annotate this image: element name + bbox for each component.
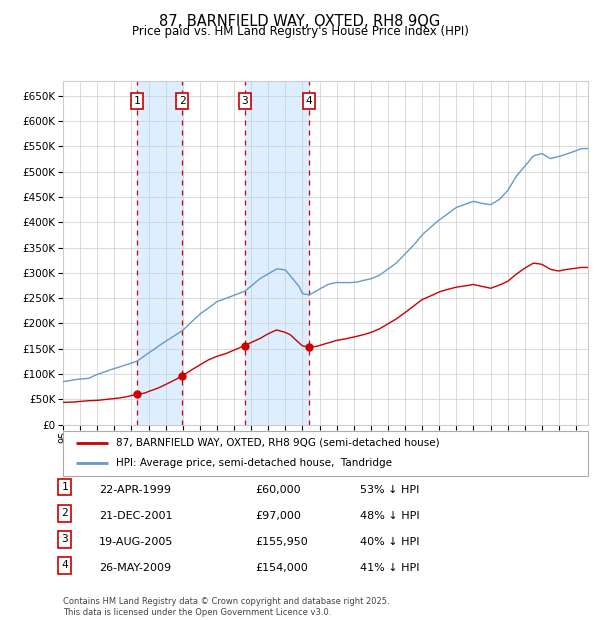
Text: 21-DEC-2001: 21-DEC-2001 bbox=[99, 511, 173, 521]
Text: 4: 4 bbox=[61, 560, 68, 570]
Text: 41% ↓ HPI: 41% ↓ HPI bbox=[360, 563, 419, 573]
FancyBboxPatch shape bbox=[63, 431, 588, 476]
Text: 2: 2 bbox=[179, 96, 185, 106]
Text: Price paid vs. HM Land Registry's House Price Index (HPI): Price paid vs. HM Land Registry's House … bbox=[131, 25, 469, 38]
Text: 1: 1 bbox=[61, 482, 68, 492]
Text: 2: 2 bbox=[61, 508, 68, 518]
Text: 87, BARNFIELD WAY, OXTED, RH8 9QG (semi-detached house): 87, BARNFIELD WAY, OXTED, RH8 9QG (semi-… bbox=[115, 438, 439, 448]
Text: 19-AUG-2005: 19-AUG-2005 bbox=[99, 537, 173, 547]
Text: 26-MAY-2009: 26-MAY-2009 bbox=[99, 563, 171, 573]
Text: 22-APR-1999: 22-APR-1999 bbox=[99, 485, 171, 495]
Bar bbox=[245, 81, 309, 425]
Text: 40% ↓ HPI: 40% ↓ HPI bbox=[360, 537, 419, 547]
Text: 87, BARNFIELD WAY, OXTED, RH8 9QG: 87, BARNFIELD WAY, OXTED, RH8 9QG bbox=[160, 14, 440, 29]
Text: 53% ↓ HPI: 53% ↓ HPI bbox=[360, 485, 419, 495]
Text: 48% ↓ HPI: 48% ↓ HPI bbox=[360, 511, 419, 521]
Bar bbox=[137, 81, 182, 425]
Text: 3: 3 bbox=[241, 96, 248, 106]
Text: 1: 1 bbox=[133, 96, 140, 106]
Text: HPI: Average price, semi-detached house,  Tandridge: HPI: Average price, semi-detached house,… bbox=[115, 458, 392, 468]
Text: £154,000: £154,000 bbox=[255, 563, 308, 573]
Text: £60,000: £60,000 bbox=[255, 485, 301, 495]
Text: 4: 4 bbox=[306, 96, 313, 106]
Text: 3: 3 bbox=[61, 534, 68, 544]
Text: £97,000: £97,000 bbox=[255, 511, 301, 521]
Text: Contains HM Land Registry data © Crown copyright and database right 2025.
This d: Contains HM Land Registry data © Crown c… bbox=[63, 598, 389, 617]
Text: £155,950: £155,950 bbox=[255, 537, 308, 547]
